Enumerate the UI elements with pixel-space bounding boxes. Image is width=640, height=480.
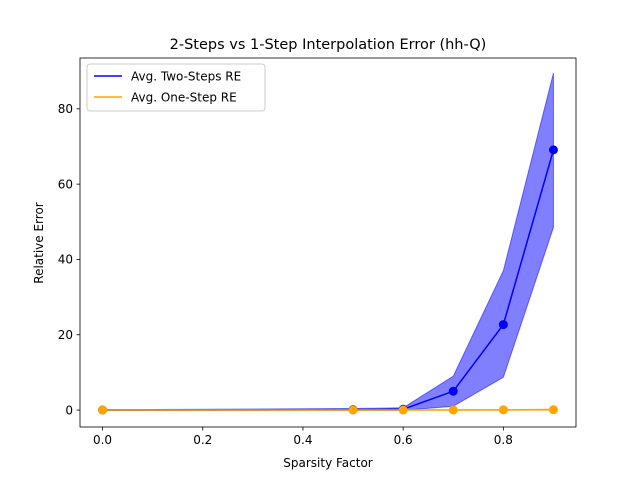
plot-area <box>98 72 558 415</box>
axes-frame <box>79 57 577 428</box>
series-2-point <box>448 405 458 415</box>
y-tick-label: 40 <box>58 253 73 267</box>
x-axis-label: Sparsity Factor <box>283 456 373 470</box>
chart-title: 2-Steps vs 1-Step Interpolation Error (h… <box>170 37 487 53</box>
legend-label-1: Avg. Two-Steps RE <box>131 70 241 84</box>
y-axis-label: Relative Error <box>32 202 46 284</box>
x-tick-label: 0.8 <box>494 433 513 447</box>
legend-box <box>86 63 266 112</box>
x-tick-label: 0.0 <box>93 433 112 447</box>
series-2-point <box>548 405 558 415</box>
x-tick-label: 0.6 <box>394 433 413 447</box>
legend: Avg. Two-Steps RE Avg. One-Step RE <box>86 63 266 112</box>
x-tick-label: 0.4 <box>293 433 312 447</box>
series-1-point <box>498 320 508 330</box>
legend-label-2: Avg. One-Step RE <box>131 91 237 105</box>
series-2-point <box>498 405 508 415</box>
y-tick-label: 80 <box>58 102 73 116</box>
series-1-point <box>448 386 458 396</box>
y-tick-label: 20 <box>58 328 73 342</box>
series-1-point <box>548 145 558 155</box>
axes: 0.0 0.2 0.4 0.6 0.8 0 20 40 60 80 <box>58 57 577 447</box>
series-2-point <box>98 405 108 415</box>
x-tick-label: 0.2 <box>193 433 212 447</box>
y-tick-label: 0 <box>65 403 73 417</box>
series-2-point <box>348 405 358 415</box>
series-2-point <box>398 405 408 415</box>
y-tick-label: 60 <box>58 177 73 191</box>
